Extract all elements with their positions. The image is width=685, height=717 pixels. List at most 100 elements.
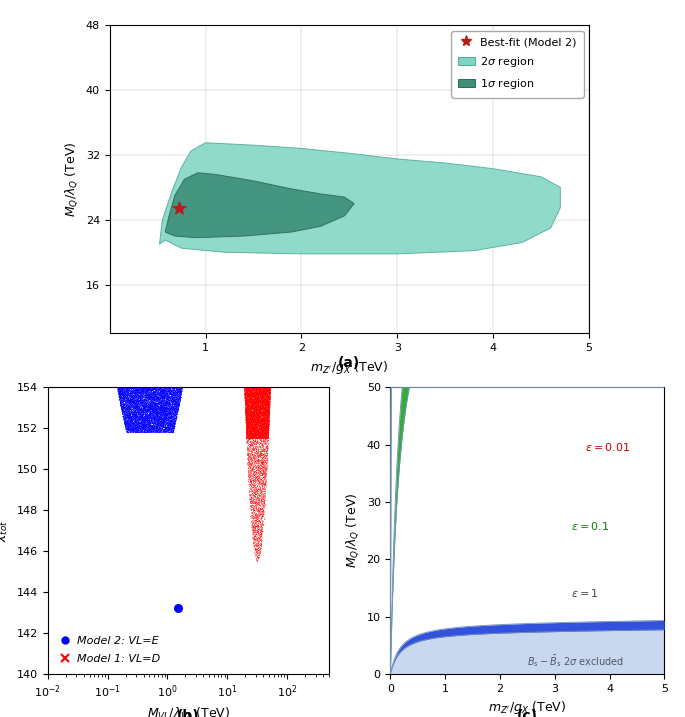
Point <box>151 421 162 432</box>
Point <box>121 404 132 415</box>
Point <box>258 423 269 435</box>
Point <box>253 478 264 489</box>
Point <box>153 417 164 429</box>
Point <box>240 417 251 428</box>
Point <box>241 427 252 439</box>
Point <box>128 385 139 397</box>
Point <box>119 416 130 427</box>
Point <box>140 407 151 419</box>
Point <box>138 417 149 428</box>
Point <box>250 381 261 393</box>
Point <box>164 408 175 419</box>
Point <box>145 388 155 399</box>
Point <box>255 415 266 427</box>
Point <box>128 417 139 428</box>
Point <box>247 472 258 483</box>
Point <box>135 410 146 422</box>
Point <box>251 407 262 418</box>
Point <box>248 419 259 431</box>
Point <box>156 403 167 414</box>
Point <box>130 386 141 398</box>
Point <box>250 386 261 398</box>
Point <box>254 442 265 454</box>
Point <box>244 409 255 420</box>
Point <box>245 394 256 406</box>
Point <box>253 531 264 543</box>
Point <box>247 399 258 411</box>
Point <box>133 406 144 417</box>
Point <box>244 431 255 442</box>
Point <box>127 427 138 438</box>
Point <box>255 387 266 399</box>
Point <box>242 408 253 419</box>
Point <box>256 400 266 412</box>
Point <box>260 475 271 486</box>
Point <box>255 543 266 555</box>
Point <box>131 419 142 431</box>
Point <box>251 547 262 559</box>
Point <box>118 404 129 415</box>
Point <box>247 423 258 435</box>
Point <box>131 397 142 408</box>
Point <box>175 391 186 402</box>
Point <box>164 419 175 431</box>
Point <box>150 396 161 407</box>
Point <box>122 407 133 418</box>
Point <box>122 404 133 415</box>
Point <box>261 394 272 406</box>
Point <box>240 393 251 404</box>
Point <box>160 411 171 422</box>
Point <box>256 396 267 407</box>
Point <box>243 419 254 430</box>
Point <box>153 386 164 398</box>
Point <box>250 415 261 427</box>
Point <box>153 417 164 428</box>
Point <box>155 422 166 434</box>
Point <box>249 397 260 408</box>
Point <box>252 427 263 438</box>
Point <box>135 402 146 414</box>
Point <box>147 404 158 416</box>
Point <box>258 449 269 460</box>
Point <box>254 526 265 538</box>
Point <box>251 475 262 487</box>
Point <box>173 399 184 410</box>
Point <box>124 400 135 412</box>
Point <box>134 399 145 410</box>
Point <box>259 386 270 397</box>
Point <box>132 389 143 401</box>
Point <box>129 398 140 409</box>
Point <box>160 422 171 434</box>
Point <box>256 385 266 397</box>
Point <box>262 423 273 435</box>
Point <box>256 468 267 480</box>
Point <box>158 407 169 418</box>
Point <box>252 485 263 497</box>
Point <box>138 426 149 437</box>
Point <box>250 405 261 417</box>
Point <box>247 383 258 394</box>
Point <box>240 404 251 416</box>
Point <box>144 413 155 424</box>
Point <box>251 384 262 396</box>
Point <box>262 389 273 401</box>
Point <box>142 394 153 406</box>
Point <box>242 419 253 430</box>
Point <box>170 412 181 424</box>
Point <box>257 399 268 410</box>
Point <box>138 385 149 397</box>
Point <box>163 407 174 419</box>
Point <box>240 392 251 404</box>
Point <box>256 508 267 520</box>
Point <box>122 419 133 430</box>
Point <box>140 412 151 423</box>
Point <box>164 424 175 435</box>
Point <box>258 391 269 402</box>
Point <box>126 399 137 411</box>
Point <box>142 421 153 432</box>
Point <box>126 399 137 411</box>
Point <box>251 495 262 507</box>
Point <box>123 407 134 418</box>
Point <box>245 385 256 397</box>
Point <box>148 421 159 432</box>
